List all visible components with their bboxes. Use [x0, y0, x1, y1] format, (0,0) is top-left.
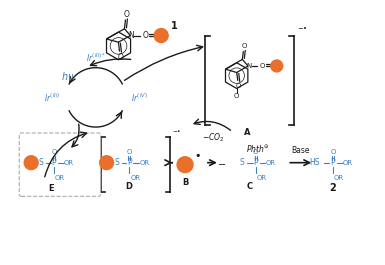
Text: 1: 1 [171, 21, 177, 31]
Circle shape [271, 60, 283, 72]
Text: Base: Base [291, 146, 310, 155]
Text: OR: OR [64, 160, 74, 166]
Text: OR: OR [139, 160, 149, 166]
Text: O: O [242, 43, 247, 48]
Text: $Ir^{(III)}$: $Ir^{(III)}$ [44, 91, 60, 104]
FancyBboxPatch shape [19, 133, 100, 196]
Text: O: O [253, 149, 258, 155]
Text: P: P [52, 158, 56, 167]
Text: $•$: $•$ [194, 150, 201, 160]
Text: C: C [246, 182, 253, 191]
Circle shape [100, 156, 114, 170]
Text: O: O [124, 10, 129, 19]
Text: N: N [129, 31, 134, 40]
Text: P: P [331, 158, 335, 167]
Text: OR: OR [256, 175, 266, 180]
Text: OR: OR [343, 160, 353, 166]
Text: D: D [125, 182, 132, 191]
Text: O: O [51, 149, 57, 155]
Text: O: O [236, 83, 241, 89]
Text: S: S [39, 158, 44, 167]
Text: O: O [127, 149, 132, 155]
Text: O: O [330, 149, 336, 155]
Text: S: S [114, 158, 119, 167]
Text: $h\nu$: $h\nu$ [61, 70, 75, 82]
Text: S: S [239, 158, 244, 167]
Circle shape [177, 157, 193, 173]
Text: OR: OR [334, 175, 344, 180]
Text: $Phth^{\ominus}$: $Phth^{\ominus}$ [246, 144, 270, 156]
Text: OR: OR [55, 175, 65, 180]
Text: P: P [253, 158, 258, 167]
Text: A: A [244, 127, 251, 136]
Circle shape [154, 29, 168, 42]
Text: 2: 2 [330, 183, 336, 193]
Text: E: E [48, 184, 54, 193]
Text: $-$: $-$ [217, 158, 226, 168]
Text: $Ir^{(III)*}$: $Ir^{(III)*}$ [85, 52, 106, 64]
Text: HS: HS [309, 158, 320, 167]
Text: O: O [142, 31, 148, 40]
Circle shape [24, 156, 38, 170]
Text: N: N [246, 63, 251, 69]
Text: $^{-•}$: $^{-•}$ [172, 129, 182, 138]
Text: O: O [259, 63, 264, 69]
Text: O: O [117, 52, 123, 61]
Text: P: P [127, 158, 132, 167]
Text: B: B [182, 178, 188, 187]
Text: $-CO_2$: $-CO_2$ [202, 132, 224, 144]
Text: OR: OR [265, 160, 276, 166]
Text: $^{-•}$: $^{-•}$ [297, 26, 308, 36]
Text: $Ir^{(IV)}$: $Ir^{(IV)}$ [131, 91, 148, 104]
Text: O: O [234, 93, 239, 99]
Text: OR: OR [131, 175, 141, 180]
